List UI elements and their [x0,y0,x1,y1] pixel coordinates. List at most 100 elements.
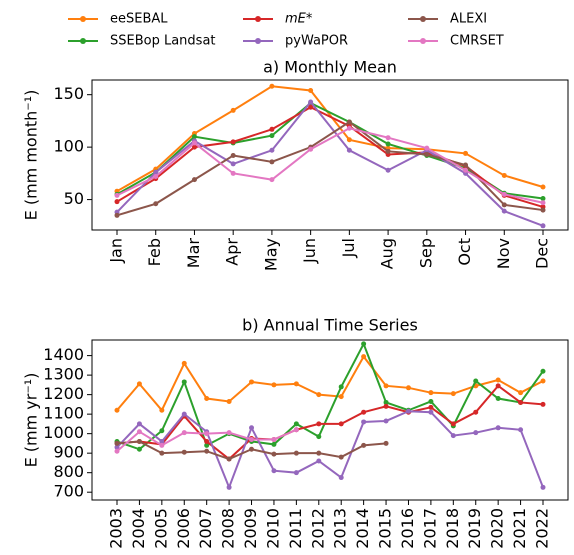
data-point [114,192,120,198]
chart-title: b) Annual Time Series [242,316,418,335]
data-point [338,475,344,481]
x-tick-label: 2007 [196,508,215,549]
data-point [361,442,367,448]
x-tick-label: Dec [533,238,552,269]
data-point [473,430,479,436]
data-point [159,438,165,444]
data-point [204,396,210,402]
x-tick-label: 2017 [420,508,439,549]
data-point [463,162,469,168]
data-point [269,126,275,132]
data-point [316,450,322,456]
data-point [338,454,344,460]
data-point [383,383,389,389]
data-point [385,135,391,141]
x-tick-label: Jul [339,238,358,258]
data-point [114,448,120,454]
legend-label: CMRSET [450,34,504,49]
data-point [308,87,314,93]
x-tick-label: Feb [145,238,164,266]
y-tick-label: 50 [64,189,84,208]
data-point [271,437,277,443]
data-point [385,148,391,154]
data-point [501,191,507,197]
data-point [540,223,546,229]
data-point [495,383,501,389]
data-point [501,208,507,214]
data-point [463,167,469,173]
data-point [316,458,322,464]
data-point [385,167,391,173]
data-point [338,384,344,390]
data-point [114,407,120,413]
data-point [540,196,546,202]
data-point [316,421,322,427]
data-point [383,403,389,409]
data-point [316,392,322,398]
data-point [383,418,389,424]
data-point [249,425,255,431]
x-tick-label: 2011 [286,508,305,549]
data-point [204,431,210,437]
data-point [308,104,314,110]
x-tick-label: 2018 [443,508,462,549]
data-point [153,174,159,180]
y-tick-label: 1400 [43,345,84,364]
data-point [450,433,456,439]
data-point [361,354,367,360]
series-line [116,120,544,217]
data-point [540,200,546,206]
x-tick-label: 2019 [465,508,484,549]
data-point [405,408,411,414]
data-point [518,399,524,405]
data-point [293,427,299,433]
data-point [428,398,434,404]
series-line [116,341,544,451]
data-point [428,404,434,410]
data-point [501,202,507,208]
legend-label: eeSEBAL [110,12,168,27]
y-tick-label: 800 [53,462,84,481]
series-line [116,85,544,193]
data-point [293,450,299,456]
data-point [181,379,187,385]
data-point [114,440,120,446]
x-tick-label: 2014 [353,508,372,549]
y-axis-label: E (mm yr⁻¹) [22,373,41,468]
legend-label: mE* [285,12,313,27]
data-point [269,147,275,153]
data-point [136,429,142,435]
data-point [181,360,187,366]
data-point [308,99,314,105]
x-tick-label: 2020 [488,508,507,549]
legend-marker [80,38,86,44]
data-point [361,419,367,425]
data-point [226,430,232,436]
series-line [116,100,544,227]
data-point [473,409,479,415]
data-point [540,401,546,407]
data-point [181,430,187,436]
data-point [518,390,524,396]
x-tick-label: 2021 [510,508,529,549]
data-point [226,484,232,490]
y-tick-label: 100 [53,137,84,156]
data-point [269,177,275,183]
data-point [204,442,210,448]
series-line [116,384,544,461]
data-point [204,438,210,444]
data-point [230,139,236,145]
y-axis-label: E (mm month⁻¹) [22,90,41,221]
series-line [116,106,544,208]
data-point [308,146,314,152]
data-point [424,151,430,157]
data-point [269,133,275,139]
legend-label: pyWaPOR [285,34,348,49]
data-point [428,390,434,396]
data-point [424,145,430,151]
y-tick-label: 1300 [43,365,84,384]
legend-marker [255,16,261,22]
y-tick-label: 900 [53,443,84,462]
